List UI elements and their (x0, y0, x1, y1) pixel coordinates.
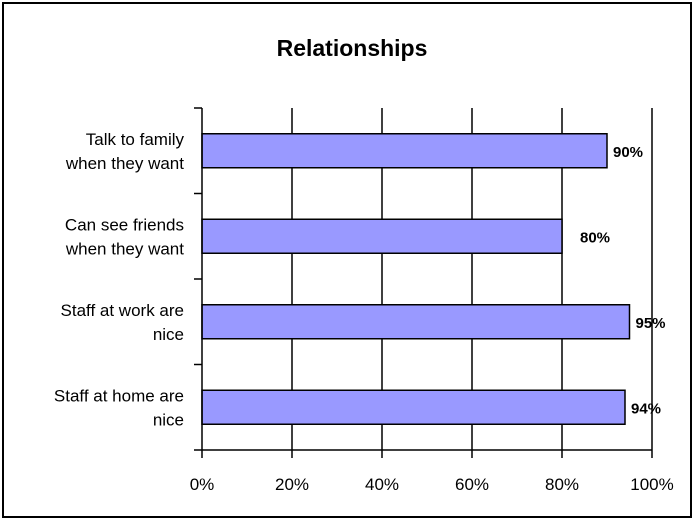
bar (201, 304, 631, 340)
x-tick-label: 0% (190, 475, 215, 494)
category-labels: Talk to family when they want Can see frie… (54, 130, 185, 430)
data-label: 94% (631, 400, 661, 417)
x-tick-label: 60% (455, 475, 489, 494)
x-tick-label: 20% (275, 475, 309, 494)
category-label: Staff at home are nice (54, 386, 184, 429)
category-label: Staff at work are nice (61, 301, 184, 344)
chart-title: Relationships (277, 35, 428, 61)
x-tick-labels: 0% 20% 40% 60% 80% 100% (190, 475, 674, 494)
bar (201, 133, 608, 169)
data-label: 80% (580, 229, 610, 246)
category-label: Can see friends when they want (65, 215, 184, 258)
data-labels: 90% 80% 95% 94% (580, 144, 666, 418)
data-label: 90% (613, 144, 643, 161)
bar (201, 389, 626, 425)
x-tick-label: 80% (545, 475, 579, 494)
chart-frame (2, 2, 692, 518)
category-label: Talk to family when they want (65, 130, 185, 173)
x-tick-label: 40% (365, 475, 399, 494)
bars (201, 133, 631, 425)
x-tick-label: 100% (630, 475, 673, 494)
data-label: 95% (636, 315, 666, 332)
bar (201, 218, 563, 254)
axes (194, 107, 653, 458)
